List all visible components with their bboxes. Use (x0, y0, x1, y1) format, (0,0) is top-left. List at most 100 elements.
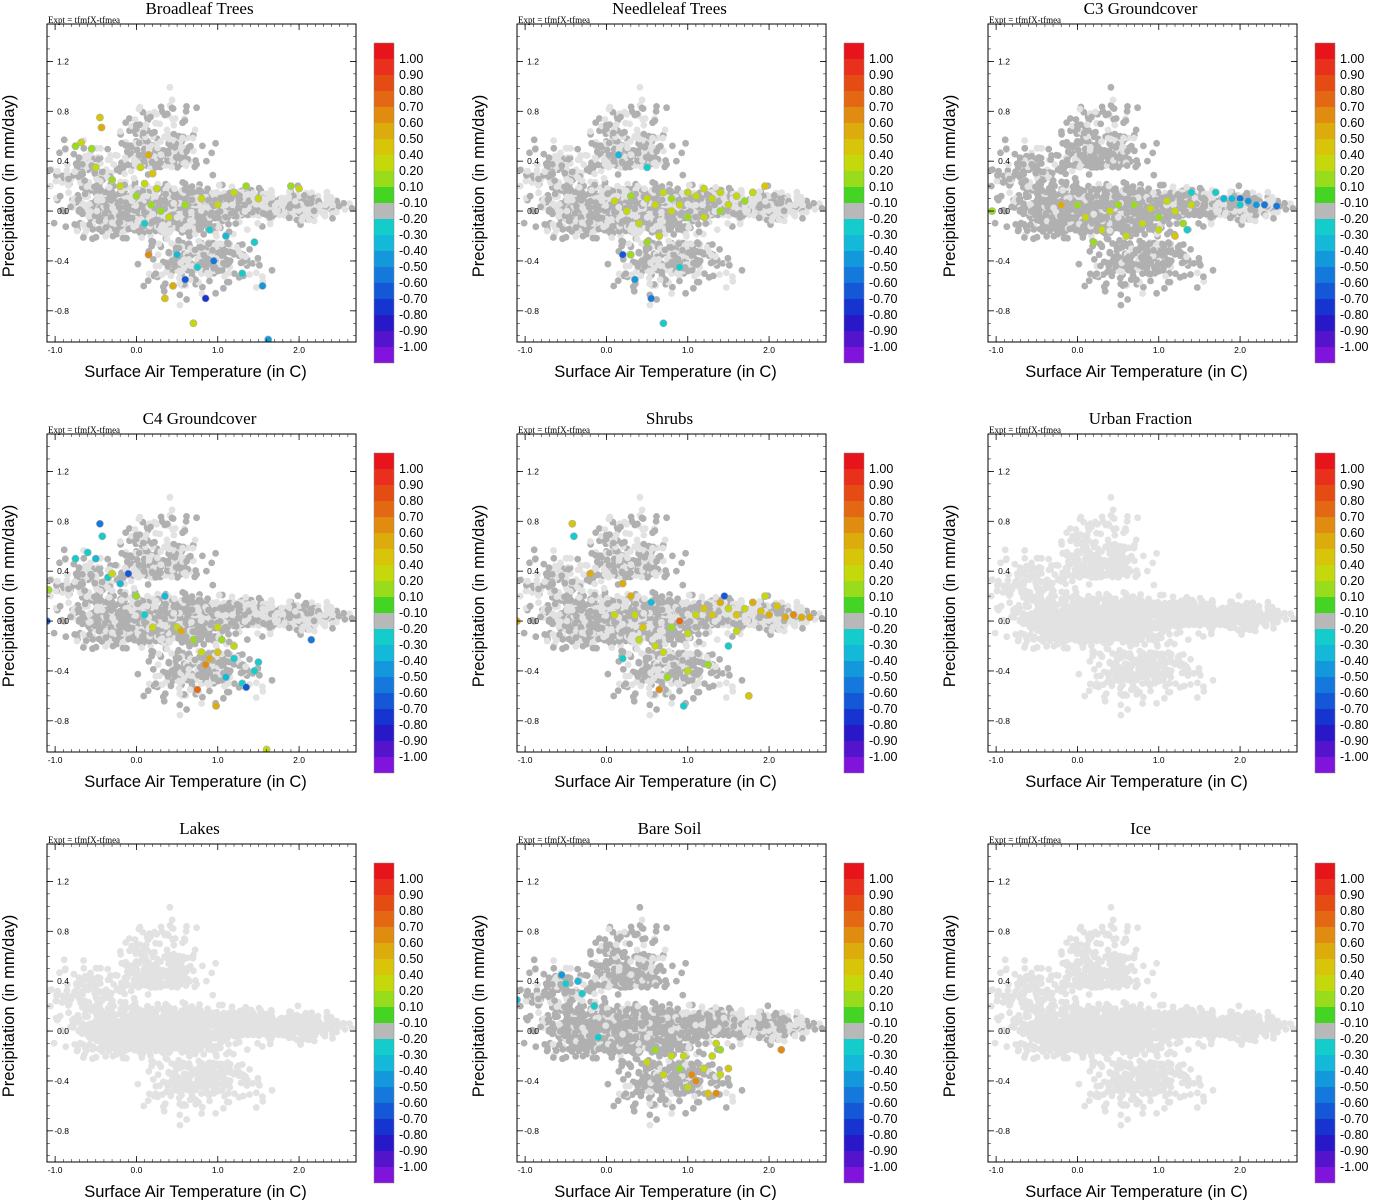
neutral-point (695, 220, 702, 228)
neutral-point (95, 217, 103, 225)
neutral-point (520, 219, 528, 227)
colored-point (708, 194, 717, 203)
neutral-point (563, 182, 571, 190)
background-point (254, 220, 261, 227)
colorbar-label: -0.20 (869, 212, 898, 226)
background-point (138, 234, 146, 241)
colored-point (189, 319, 198, 328)
background-point (63, 167, 71, 174)
colorbar-swatch (374, 235, 394, 251)
background-point (182, 162, 190, 170)
y-axis-label: Precipitation (in mm/day) (0, 95, 18, 277)
neutral-point (558, 162, 566, 170)
background-point (588, 186, 595, 194)
colored-point (160, 294, 169, 303)
colorbar-label: 0.10 (869, 180, 893, 194)
neutral-point (60, 207, 68, 215)
background-point (659, 218, 667, 225)
neutral-point (199, 283, 206, 291)
neutral-point (152, 270, 160, 277)
background-point (716, 271, 723, 278)
neutral-point (232, 220, 240, 228)
background-point (333, 208, 340, 216)
neutral-point (124, 161, 132, 169)
background-point (811, 206, 819, 213)
colored-point (201, 294, 210, 303)
neutral-point (604, 190, 612, 197)
colored-point (761, 182, 769, 190)
colorbar-swatch (374, 331, 394, 347)
neutral-point (92, 233, 100, 241)
colored-point (144, 150, 153, 159)
neutral-point (652, 108, 660, 115)
background-point (661, 126, 669, 134)
neutral-point (664, 261, 672, 269)
background-point (568, 196, 576, 204)
neutral-point (117, 204, 124, 211)
colorbar-swatch (844, 43, 864, 59)
background-point (131, 116, 139, 123)
colorbar-label: 0.90 (869, 68, 893, 82)
background-point (543, 227, 551, 235)
colored-point (193, 263, 202, 272)
colorbar-swatch (844, 267, 864, 283)
colored-point (675, 200, 684, 209)
colorbar-label: 0.40 (869, 148, 893, 162)
background-point (178, 143, 186, 151)
background-point (177, 268, 185, 276)
background-point (64, 161, 71, 169)
colorbar-swatch (374, 139, 394, 155)
x-tick-label: -1.0 (518, 345, 533, 355)
neutral-point (60, 136, 68, 144)
colorbar-label: 0.60 (399, 116, 423, 130)
colored-point (148, 169, 157, 178)
background-point (626, 120, 634, 128)
neutral-point (128, 214, 136, 222)
experiment-label: Expt = tfmfX-tfmea (518, 15, 590, 25)
background-point (156, 262, 163, 270)
background-point (209, 189, 216, 197)
background-point (117, 128, 124, 135)
neutral-point (119, 162, 127, 170)
neutral-point (146, 227, 153, 235)
neutral-point (663, 161, 670, 168)
colorbar-swatch (844, 235, 864, 251)
background-point (166, 83, 174, 91)
colorbar-swatch (844, 299, 864, 315)
colorbar-swatch (374, 123, 394, 139)
neutral-point (770, 192, 778, 199)
neutral-point (232, 212, 240, 220)
neutral-point (255, 184, 263, 192)
panel-title: C3 Groundcover (1084, 0, 1198, 18)
neutral-point (157, 103, 165, 111)
colorbar-swatch (844, 107, 864, 123)
colorbar-label: 1.00 (399, 52, 423, 66)
neutral-point (665, 226, 673, 234)
neutral-point (603, 146, 611, 154)
colorbar-swatch (374, 219, 394, 235)
neutral-point (226, 248, 234, 256)
background-point (308, 189, 316, 197)
neutral-point (163, 110, 171, 118)
neutral-point (195, 226, 203, 234)
colorbar-swatch (844, 219, 864, 235)
panel-title: Broadleaf Trees (145, 0, 253, 18)
neutral-point (594, 161, 602, 169)
background-point (535, 189, 542, 197)
background-point (645, 274, 653, 282)
neutral-point (726, 261, 733, 269)
neutral-point (729, 209, 737, 217)
background-point (643, 213, 651, 221)
neutral-point (631, 205, 639, 213)
background-point (184, 261, 192, 269)
background-point (132, 202, 140, 210)
neutral-point (179, 119, 187, 127)
background-point (580, 161, 588, 168)
background-point (291, 198, 299, 205)
neutral-point (182, 209, 190, 217)
background-point (632, 213, 640, 221)
background-point (267, 186, 275, 194)
x-tick-label: 0.0 (601, 345, 613, 355)
background-point (71, 168, 78, 176)
